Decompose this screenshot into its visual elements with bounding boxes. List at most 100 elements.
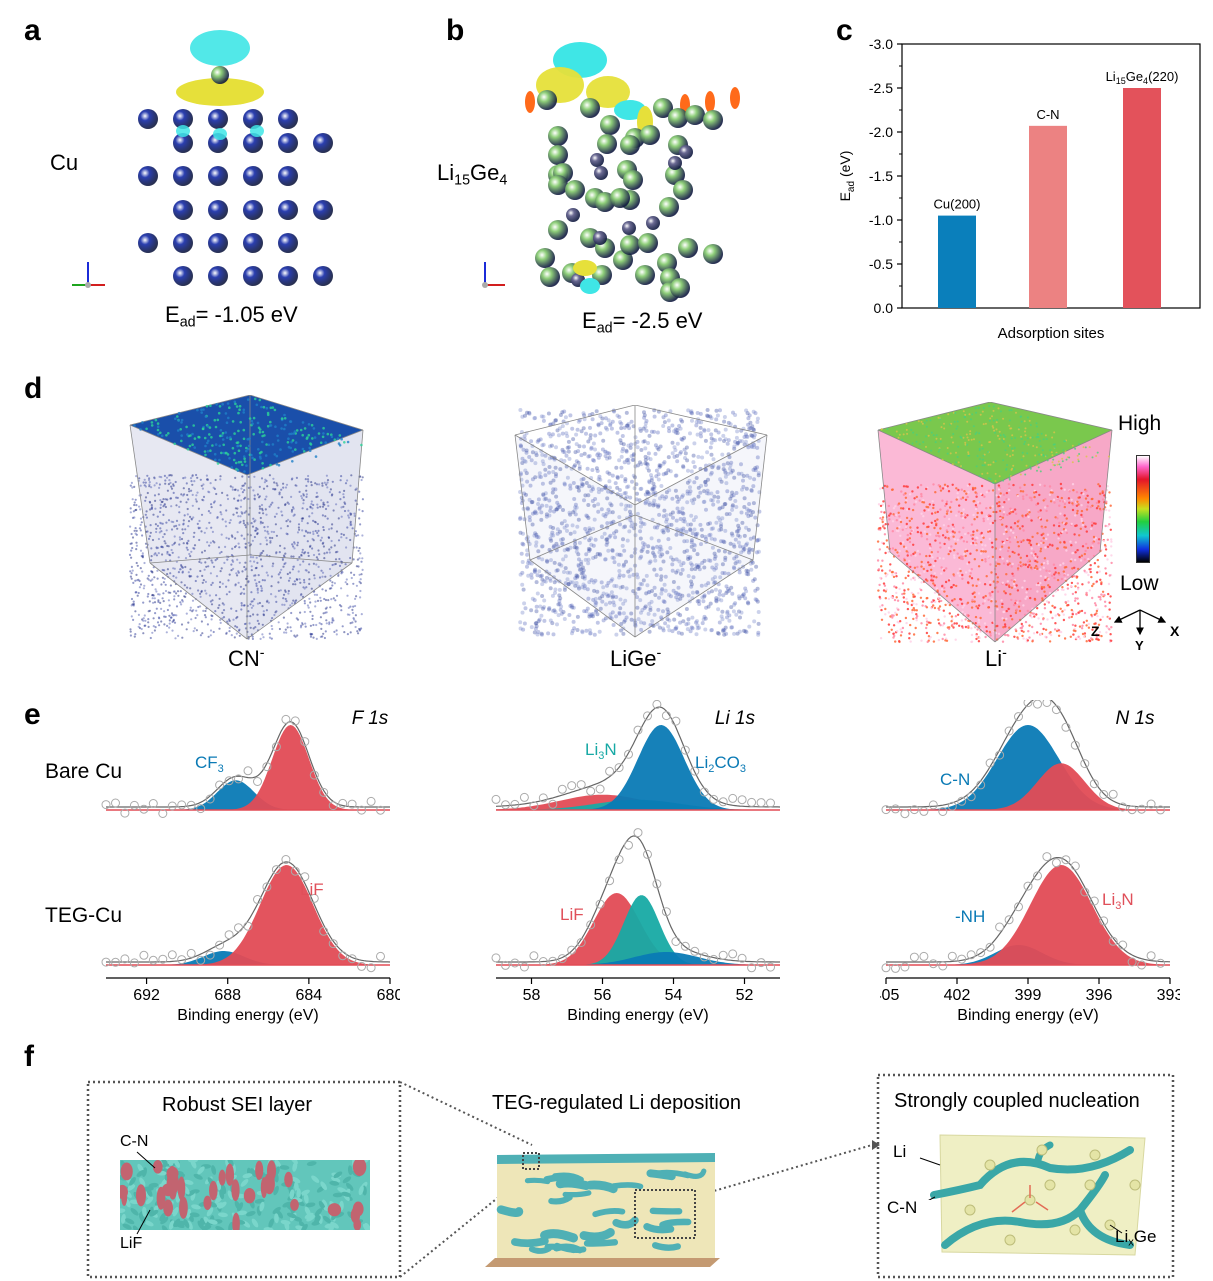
bar-label: Li15Ge4(220) <box>1106 69 1179 86</box>
lif-particle <box>255 1160 264 1180</box>
li-atom <box>548 220 568 240</box>
formula-sub-15: 15 <box>454 172 471 189</box>
envelope-fit-line <box>496 835 780 963</box>
axis-origin-icon <box>482 282 488 288</box>
raw-data-point <box>605 876 615 886</box>
cn-fragment <box>215 1226 225 1230</box>
axis-x-label: X <box>1170 623 1180 639</box>
raw-data-point <box>567 945 577 955</box>
cn-fragment <box>144 1220 154 1227</box>
nucleation-annotation-cn: C-N <box>887 1198 918 1217</box>
cn-fragment <box>160 1216 169 1225</box>
cu-atom <box>313 266 333 286</box>
cn-fragment <box>333 1171 343 1179</box>
raw-data-point <box>253 777 262 786</box>
cube-edge <box>877 429 996 485</box>
raw-data-point <box>957 954 967 964</box>
orange-isosurface <box>705 91 715 113</box>
fit-component-peak <box>106 865 390 965</box>
raw-data-point <box>766 962 775 972</box>
y-tick-label: -3.0 <box>869 36 893 52</box>
lixge-nucleus <box>1036 1144 1048 1156</box>
cn-fragment <box>234 1200 241 1210</box>
cn-fragment <box>227 1160 234 1167</box>
ge-atom <box>622 221 636 235</box>
raw-data-point <box>671 716 681 726</box>
nucleation-annotation-lixge: LixGe <box>1115 1227 1156 1248</box>
cube-edge <box>529 559 636 638</box>
panel-label-b: b <box>446 14 465 47</box>
raw-data-point <box>366 963 376 973</box>
panel-label-f: f <box>24 1040 34 1073</box>
cn-fragment <box>130 1208 139 1216</box>
fit-component-peak <box>106 725 390 810</box>
raw-data-point <box>1061 722 1071 732</box>
cube-edge <box>129 395 251 426</box>
sei-top-layer <box>497 1153 715 1164</box>
raw-data-point <box>1108 789 1118 799</box>
charge-accumulation-lobe <box>176 78 264 106</box>
charge-depletion-lobe <box>190 30 250 66</box>
cn-fragment <box>347 1165 353 1176</box>
raw-data-point <box>1156 958 1165 968</box>
raw-data-point <box>271 742 281 752</box>
cn-channel <box>592 1208 626 1218</box>
cn-fragment <box>300 1189 310 1196</box>
panel-label-e: e <box>24 698 41 731</box>
raw-data-point <box>605 766 615 776</box>
raw-data-point <box>652 879 662 889</box>
cube-label-cn: CN- <box>228 646 265 671</box>
cube-edge <box>514 434 636 506</box>
li-atom <box>610 188 630 208</box>
cube-charge: - <box>259 645 265 662</box>
raw-data-point <box>661 711 671 721</box>
raw-data-point <box>1014 712 1023 722</box>
raw-data-point <box>976 948 986 958</box>
lif-particle <box>179 1196 188 1219</box>
raw-data-point <box>576 780 586 790</box>
raw-data-point <box>709 794 719 804</box>
cn-fragment <box>273 1185 279 1196</box>
raw-data-point <box>290 866 300 876</box>
cn-fragment <box>228 1221 234 1230</box>
li-atom <box>548 126 568 146</box>
connector-arrowhead-icon <box>872 1140 880 1150</box>
cn-fragment <box>191 1204 201 1210</box>
raw-data-point <box>909 952 919 962</box>
cu-atom <box>138 233 158 253</box>
raw-data-point <box>366 796 376 806</box>
li-atom <box>548 145 568 165</box>
cn-fragment <box>242 1173 253 1179</box>
cn-fragment <box>286 1212 297 1219</box>
raw-data-point <box>709 954 719 964</box>
lif-particle <box>120 1184 128 1199</box>
cn-channel <box>659 1218 692 1229</box>
raw-data-point <box>756 798 766 808</box>
raw-data-point <box>129 800 139 810</box>
cn-channel <box>654 1169 691 1179</box>
raw-data-point <box>938 961 948 971</box>
cn-fragment <box>120 1213 126 1224</box>
raw-data-point <box>538 793 548 803</box>
cn-channel <box>496 1205 524 1217</box>
lixge-nucleus <box>1129 1179 1141 1191</box>
bar-label: Cu(200) <box>934 197 981 212</box>
raw-data-point <box>243 921 253 931</box>
fit-component-peak <box>496 895 780 965</box>
raw-data-point <box>347 954 357 964</box>
cn-fragment <box>167 1160 178 1165</box>
raw-data-point <box>633 828 643 838</box>
cn-fragment <box>314 1208 323 1217</box>
raw-data-point <box>101 957 111 967</box>
raw-data-point <box>167 950 177 960</box>
cn-distribution-cube <box>128 395 364 640</box>
li-atom <box>668 108 688 128</box>
raw-data-point <box>300 737 310 747</box>
raw-data-point <box>1118 940 1128 950</box>
lif-particle <box>231 1179 240 1202</box>
orange-isosurface <box>730 87 740 109</box>
lif-particle <box>232 1212 240 1230</box>
li-atom <box>657 253 677 273</box>
raw-data-point <box>1146 799 1156 809</box>
raw-data-point <box>680 745 690 755</box>
